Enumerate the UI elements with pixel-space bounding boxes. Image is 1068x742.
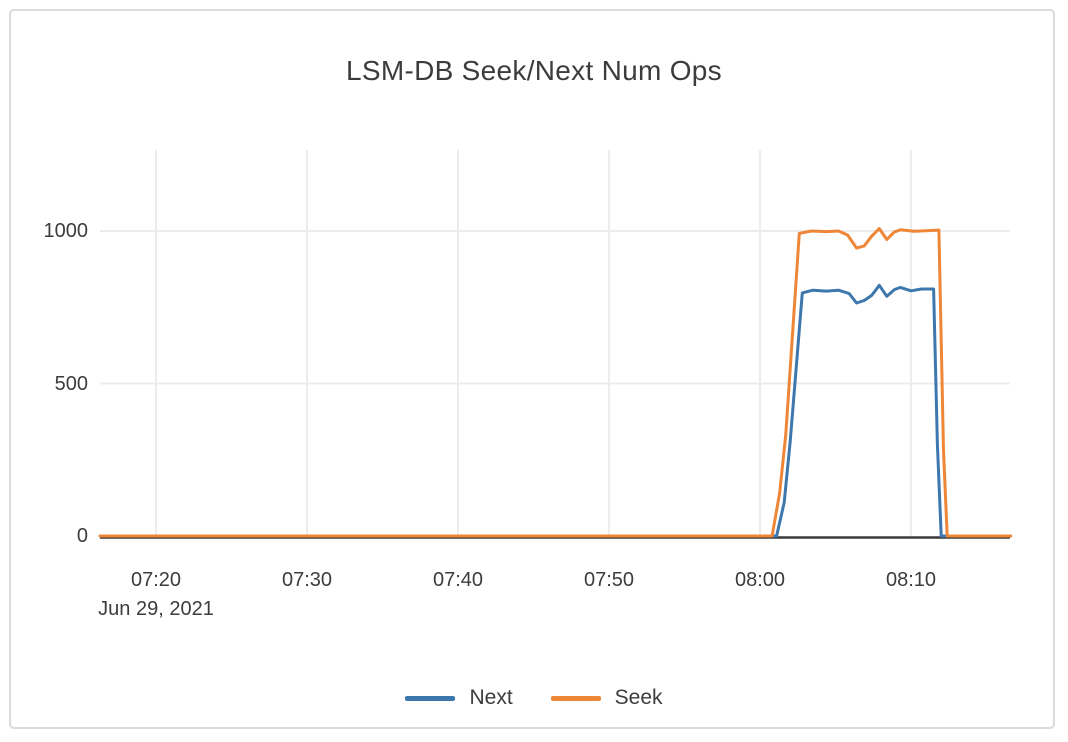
x-axis-date-label: Jun 29, 2021 <box>98 598 214 620</box>
x-tick-label: 08:00 <box>734 569 786 591</box>
y-tick-label: 1000 <box>43 220 89 242</box>
legend-item-seek[interactable]: Seek <box>550 686 663 710</box>
x-tick-label: 07:30 <box>281 569 333 591</box>
series-line-next[interactable] <box>98 283 1013 538</box>
x-tick-label: 07:20 <box>130 569 182 591</box>
x-tick-label: 07:50 <box>583 569 635 591</box>
legend-line-swatch <box>550 695 601 701</box>
series-line-seek[interactable] <box>98 227 1013 538</box>
x-tick-label: 07:40 <box>432 569 484 591</box>
legend-label: Next <box>469 686 513 709</box>
chart-title: LSM-DB Seek/Next Num Ops <box>346 55 722 86</box>
x-tick-label: 08:10 <box>885 569 937 591</box>
legend: Next Seek <box>0 686 1068 710</box>
legend-item-next[interactable]: Next <box>405 686 513 710</box>
chart-card <box>9 9 1055 729</box>
y-tick-label: 500 <box>54 372 88 395</box>
legend-line-swatch <box>405 695 456 701</box>
legend-label: Seek <box>614 686 663 709</box>
y-tick-label: 0 <box>76 525 88 547</box>
